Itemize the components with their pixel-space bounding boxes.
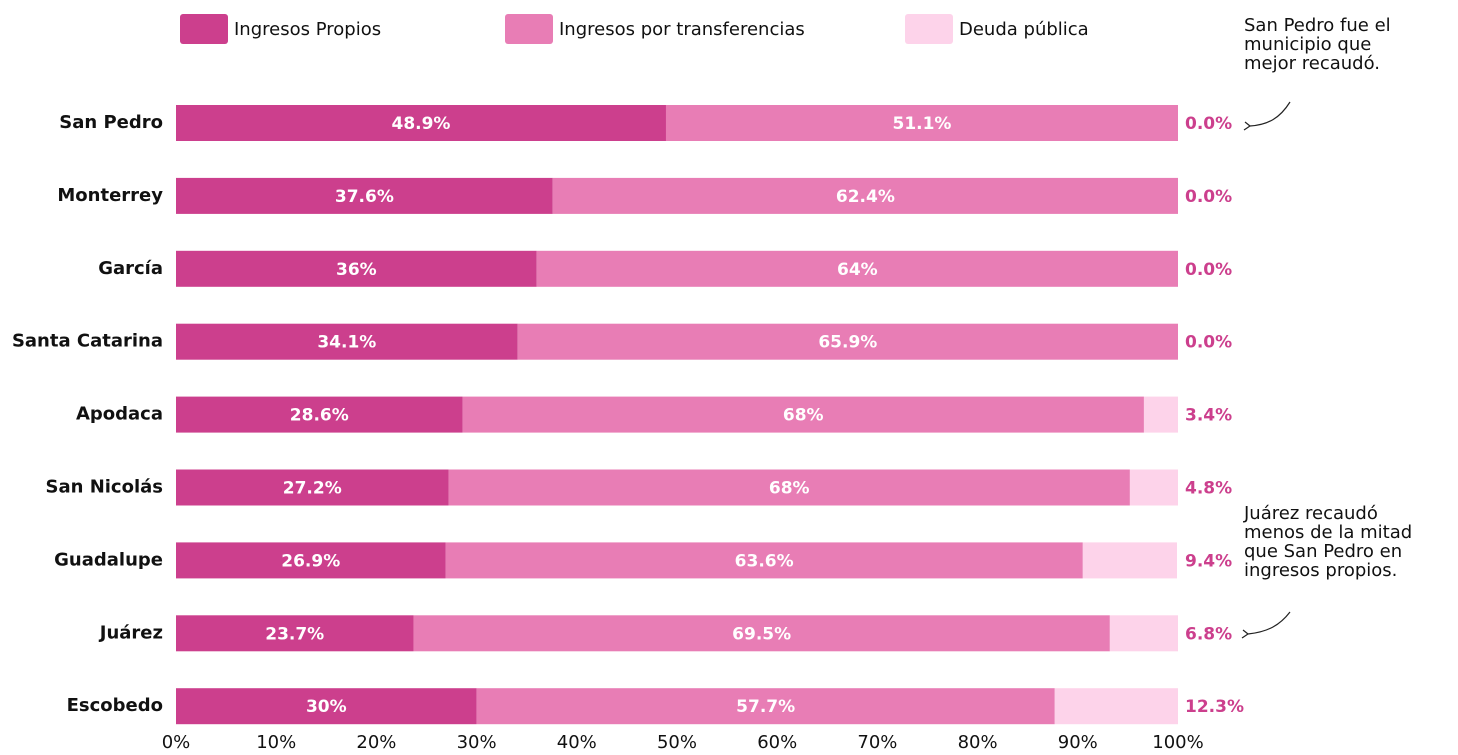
legend-label: Ingresos por transferencias: [559, 19, 805, 40]
value-label: 63.6%: [735, 551, 794, 571]
value-label: 0.0%: [1185, 187, 1232, 207]
bar-segment: [176, 396, 463, 433]
bar-segment: [413, 615, 1110, 652]
annotation-text: Juárez recaudó: [1243, 503, 1378, 524]
bar-segment: [176, 542, 446, 579]
value-label: 0.0%: [1185, 333, 1232, 353]
annotation-arrow: [1249, 101, 1291, 127]
value-label: 12.3%: [1185, 697, 1244, 717]
bar-segment: [1109, 615, 1178, 652]
value-label: 51.1%: [892, 114, 951, 134]
value-label: 30%: [306, 697, 347, 717]
annotation-arrow: [1247, 611, 1291, 635]
bar-segment: [176, 469, 449, 506]
bar-segment: [176, 688, 477, 725]
legend-swatch: [180, 14, 228, 44]
value-label: 69.5%: [732, 624, 791, 644]
x-tick-label: 80%: [958, 732, 998, 753]
x-tick-label: 0%: [162, 732, 191, 753]
bar-segment: [476, 688, 1055, 725]
bar-segment: [1143, 396, 1178, 433]
bar-segment: [1129, 469, 1178, 506]
bar-segment: [176, 105, 666, 141]
annotation-text: ingresos propios.: [1244, 560, 1397, 581]
annotation-text: mejor recaudó.: [1244, 53, 1380, 74]
value-label: 23.7%: [265, 624, 324, 644]
bar-segment: [1082, 542, 1177, 579]
legend-swatch: [505, 14, 553, 44]
annotation-arrowhead: [1241, 629, 1250, 639]
x-tick-label: 10%: [256, 732, 296, 753]
bar-segment: [176, 615, 414, 652]
bar-segment: [552, 177, 1178, 214]
bar-segment: [462, 396, 1144, 433]
annotation-arrowhead: [1243, 121, 1252, 131]
value-label: 26.9%: [281, 551, 340, 571]
category-label: Monterrey: [57, 185, 163, 206]
bar-segment: [448, 469, 1130, 506]
bar-segment: [517, 323, 1178, 360]
x-tick-label: 40%: [557, 732, 597, 753]
value-label: 27.2%: [283, 479, 342, 499]
value-label: 0.0%: [1185, 260, 1232, 280]
category-label: Apodaca: [76, 404, 163, 425]
x-tick-label: 50%: [657, 732, 697, 753]
bar-segment: [176, 177, 553, 214]
value-label: 0.0%: [1185, 114, 1232, 134]
x-tick-label: 100%: [1152, 732, 1203, 753]
legend-swatch: [905, 14, 953, 44]
value-label: 3.4%: [1185, 406, 1232, 426]
value-label: 9.4%: [1185, 551, 1232, 571]
value-label: 36%: [336, 260, 377, 280]
bar-segment: [176, 323, 518, 360]
value-label: 64%: [837, 260, 878, 280]
value-label: 65.9%: [818, 333, 877, 353]
value-label: 28.6%: [290, 406, 349, 426]
x-tick-label: 70%: [857, 732, 897, 753]
category-label: Juárez: [98, 622, 163, 643]
value-label: 57.7%: [736, 697, 795, 717]
x-tick-label: 90%: [1058, 732, 1098, 753]
x-tick-label: 30%: [457, 732, 497, 753]
legend-label: Ingresos Propios: [234, 19, 381, 40]
bar-segment: [176, 250, 537, 287]
value-label: 4.8%: [1185, 479, 1232, 499]
value-label: 34.1%: [317, 333, 376, 353]
bar-segment: [665, 105, 1178, 141]
value-label: 37.6%: [335, 187, 394, 207]
x-tick-label: 60%: [757, 732, 797, 753]
value-label: 48.9%: [391, 114, 450, 134]
bar-segment: [536, 250, 1178, 287]
value-label: 68%: [769, 479, 810, 499]
category-label: San Pedro: [59, 112, 163, 133]
annotation-text: municipio que: [1244, 34, 1371, 55]
value-label: 62.4%: [836, 187, 895, 207]
value-label: 6.8%: [1185, 624, 1232, 644]
bar-segment: [445, 542, 1083, 579]
annotation-text: menos de la mitad: [1244, 522, 1412, 543]
annotation-text: que San Pedro en: [1244, 541, 1402, 562]
bar-segment: [1054, 688, 1178, 725]
category-label: García: [98, 258, 163, 279]
legend-label: Deuda pública: [959, 19, 1089, 40]
category-label: Guadalupe: [54, 549, 163, 570]
annotation-text: San Pedro fue el: [1244, 15, 1391, 36]
category-label: Escobedo: [67, 695, 163, 716]
category-label: Santa Catarina: [12, 331, 163, 352]
value-label: 68%: [783, 406, 824, 426]
category-label: San Nicolás: [46, 477, 164, 498]
x-tick-label: 20%: [356, 732, 396, 753]
